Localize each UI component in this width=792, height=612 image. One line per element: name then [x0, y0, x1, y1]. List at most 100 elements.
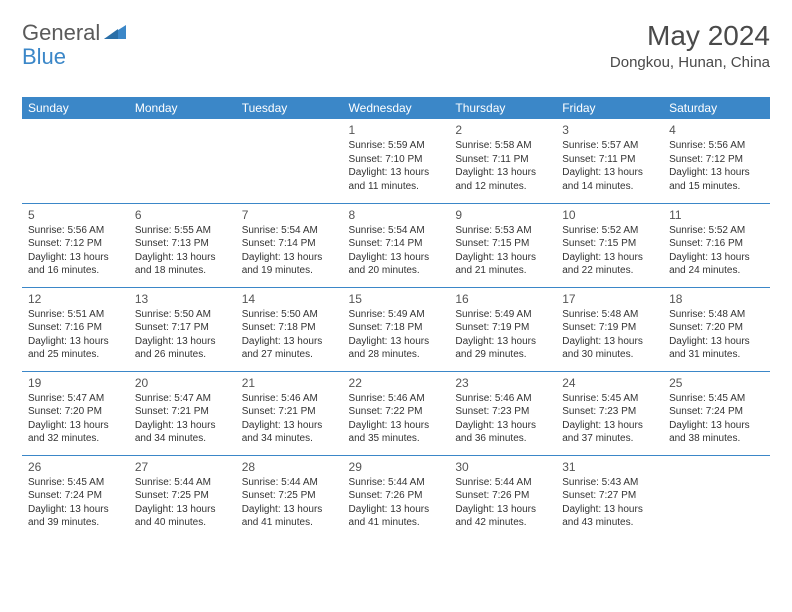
sunset-text: Sunset: 7:15 PM: [455, 237, 550, 251]
day-number: 11: [669, 207, 764, 223]
sunrise-text: Sunrise: 5:49 AM: [455, 308, 550, 322]
daylight-text: and 15 minutes.: [669, 180, 764, 194]
day-header: Wednesday: [343, 97, 450, 119]
month-title: May 2024: [610, 20, 770, 52]
daylight-text: and 16 minutes.: [28, 264, 123, 278]
sunrise-text: Sunrise: 5:59 AM: [349, 139, 444, 153]
day-number: 16: [455, 291, 550, 307]
sunrise-text: Sunrise: 5:50 AM: [242, 308, 337, 322]
week-row: 26Sunrise: 5:45 AMSunset: 7:24 PMDayligh…: [22, 455, 770, 539]
day-number: 6: [135, 207, 230, 223]
sunrise-text: Sunrise: 5:44 AM: [455, 476, 550, 490]
sunset-text: Sunset: 7:11 PM: [562, 153, 657, 167]
day-cell: 25Sunrise: 5:45 AMSunset: 7:24 PMDayligh…: [663, 371, 770, 455]
day-number: 31: [562, 459, 657, 475]
daylight-text: Daylight: 13 hours: [135, 251, 230, 265]
sunset-text: Sunset: 7:26 PM: [349, 489, 444, 503]
sunset-text: Sunset: 7:25 PM: [242, 489, 337, 503]
day-number: 1: [349, 122, 444, 138]
daylight-text: and 34 minutes.: [242, 432, 337, 446]
day-number: 14: [242, 291, 337, 307]
day-number: 23: [455, 375, 550, 391]
day-header-row: SundayMondayTuesdayWednesdayThursdayFrid…: [22, 97, 770, 119]
day-number: 29: [349, 459, 444, 475]
day-number: 8: [349, 207, 444, 223]
daylight-text: Daylight: 13 hours: [669, 335, 764, 349]
daylight-text: Daylight: 13 hours: [562, 503, 657, 517]
daylight-text: Daylight: 13 hours: [349, 335, 444, 349]
day-number: 22: [349, 375, 444, 391]
sunrise-text: Sunrise: 5:52 AM: [562, 224, 657, 238]
day-number: 20: [135, 375, 230, 391]
day-cell: 31Sunrise: 5:43 AMSunset: 7:27 PMDayligh…: [556, 455, 663, 539]
sunrise-text: Sunrise: 5:45 AM: [669, 392, 764, 406]
day-header: Saturday: [663, 97, 770, 119]
sunrise-text: Sunrise: 5:49 AM: [349, 308, 444, 322]
sunrise-text: Sunrise: 5:48 AM: [669, 308, 764, 322]
day-cell: 7Sunrise: 5:54 AMSunset: 7:14 PMDaylight…: [236, 203, 343, 287]
day-cell: 28Sunrise: 5:44 AMSunset: 7:25 PMDayligh…: [236, 455, 343, 539]
sunset-text: Sunset: 7:21 PM: [135, 405, 230, 419]
sunrise-text: Sunrise: 5:47 AM: [135, 392, 230, 406]
sunset-text: Sunset: 7:14 PM: [242, 237, 337, 251]
sunset-text: Sunset: 7:14 PM: [349, 237, 444, 251]
sunset-text: Sunset: 7:12 PM: [669, 153, 764, 167]
calendar-body: 1Sunrise: 5:59 AMSunset: 7:10 PMDaylight…: [22, 119, 770, 539]
daylight-text: Daylight: 13 hours: [455, 503, 550, 517]
sunset-text: Sunset: 7:25 PM: [135, 489, 230, 503]
day-header: Friday: [556, 97, 663, 119]
sunrise-text: Sunrise: 5:54 AM: [349, 224, 444, 238]
daylight-text: and 20 minutes.: [349, 264, 444, 278]
day-number: 5: [28, 207, 123, 223]
day-cell: 17Sunrise: 5:48 AMSunset: 7:19 PMDayligh…: [556, 287, 663, 371]
location-text: Dongkou, Hunan, China: [610, 54, 770, 71]
day-cell: 13Sunrise: 5:50 AMSunset: 7:17 PMDayligh…: [129, 287, 236, 371]
daylight-text: Daylight: 13 hours: [242, 335, 337, 349]
day-number: 12: [28, 291, 123, 307]
sunset-text: Sunset: 7:21 PM: [242, 405, 337, 419]
day-header: Sunday: [22, 97, 129, 119]
daylight-text: and 12 minutes.: [455, 180, 550, 194]
day-cell: 14Sunrise: 5:50 AMSunset: 7:18 PMDayligh…: [236, 287, 343, 371]
day-cell: 29Sunrise: 5:44 AMSunset: 7:26 PMDayligh…: [343, 455, 450, 539]
day-number: 9: [455, 207, 550, 223]
daylight-text: and 35 minutes.: [349, 432, 444, 446]
day-number: 3: [562, 122, 657, 138]
day-cell: 2Sunrise: 5:58 AMSunset: 7:11 PMDaylight…: [449, 119, 556, 203]
sunrise-text: Sunrise: 5:50 AM: [135, 308, 230, 322]
daylight-text: and 37 minutes.: [562, 432, 657, 446]
sunrise-text: Sunrise: 5:57 AM: [562, 139, 657, 153]
sunrise-text: Sunrise: 5:56 AM: [28, 224, 123, 238]
day-number: 15: [349, 291, 444, 307]
daylight-text: and 28 minutes.: [349, 348, 444, 362]
sunset-text: Sunset: 7:23 PM: [562, 405, 657, 419]
day-number: 18: [669, 291, 764, 307]
day-cell: [22, 119, 129, 203]
day-cell: 5Sunrise: 5:56 AMSunset: 7:12 PMDaylight…: [22, 203, 129, 287]
sunrise-text: Sunrise: 5:54 AM: [242, 224, 337, 238]
day-cell: 6Sunrise: 5:55 AMSunset: 7:13 PMDaylight…: [129, 203, 236, 287]
day-cell: 10Sunrise: 5:52 AMSunset: 7:15 PMDayligh…: [556, 203, 663, 287]
day-cell: 24Sunrise: 5:45 AMSunset: 7:23 PMDayligh…: [556, 371, 663, 455]
daylight-text: and 29 minutes.: [455, 348, 550, 362]
daylight-text: Daylight: 13 hours: [562, 419, 657, 433]
day-cell: [663, 455, 770, 539]
daylight-text: Daylight: 13 hours: [562, 166, 657, 180]
sunset-text: Sunset: 7:11 PM: [455, 153, 550, 167]
title-block: May 2024 Dongkou, Hunan, China: [610, 20, 770, 71]
daylight-text: Daylight: 13 hours: [562, 251, 657, 265]
day-cell: 8Sunrise: 5:54 AMSunset: 7:14 PMDaylight…: [343, 203, 450, 287]
daylight-text: Daylight: 13 hours: [242, 419, 337, 433]
daylight-text: and 24 minutes.: [669, 264, 764, 278]
day-cell: 18Sunrise: 5:48 AMSunset: 7:20 PMDayligh…: [663, 287, 770, 371]
sunset-text: Sunset: 7:18 PM: [242, 321, 337, 335]
week-row: 12Sunrise: 5:51 AMSunset: 7:16 PMDayligh…: [22, 287, 770, 371]
day-number: 27: [135, 459, 230, 475]
daylight-text: Daylight: 13 hours: [669, 166, 764, 180]
daylight-text: and 41 minutes.: [242, 516, 337, 530]
day-cell: 21Sunrise: 5:46 AMSunset: 7:21 PMDayligh…: [236, 371, 343, 455]
week-row: 1Sunrise: 5:59 AMSunset: 7:10 PMDaylight…: [22, 119, 770, 203]
sunset-text: Sunset: 7:18 PM: [349, 321, 444, 335]
header: General May 2024 Dongkou, Hunan, China: [22, 20, 770, 71]
brand-sub: Blue: [22, 44, 66, 70]
